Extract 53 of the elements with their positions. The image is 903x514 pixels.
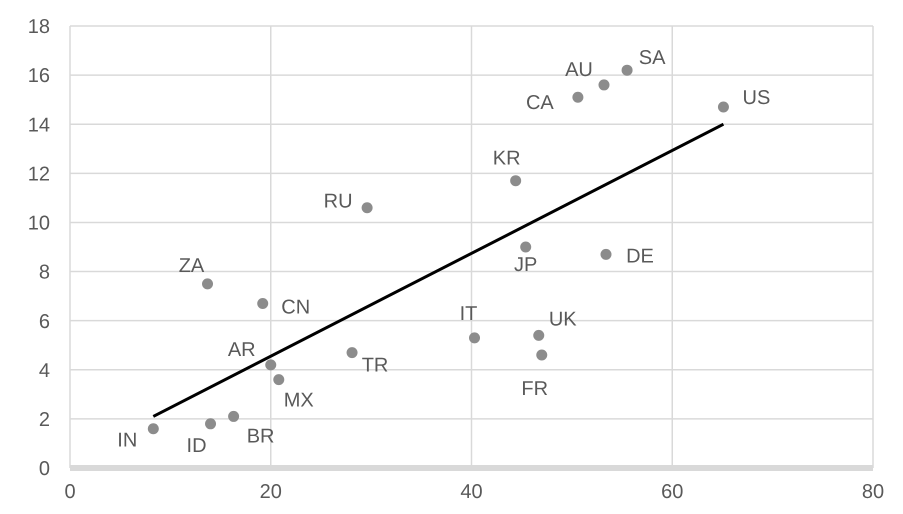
y-tick-label: 18 <box>28 16 50 38</box>
point <box>469 332 480 344</box>
point <box>520 242 532 252</box>
point <box>533 330 544 341</box>
point <box>205 418 216 430</box>
y-tick-label: 12 <box>28 163 50 186</box>
y-tick-label: 14 <box>28 114 50 136</box>
x-tick-label: 80 <box>862 481 884 504</box>
y-tick-label: 16 <box>28 65 50 88</box>
x-tick-label: 40 <box>460 481 483 504</box>
point <box>265 359 276 370</box>
x-tick-label: 0 <box>64 481 76 504</box>
point <box>510 175 522 186</box>
annotation: TR <box>362 354 388 377</box>
annotation: DE <box>626 245 654 268</box>
y-tick-label: 4 <box>38 360 50 382</box>
annotation: ZA <box>178 254 205 277</box>
point <box>148 423 159 434</box>
annotation: JP <box>514 254 538 276</box>
y-tick-label: 6 <box>38 310 50 333</box>
point <box>202 278 214 290</box>
annotation: RU <box>324 190 353 213</box>
x-tick-label: 60 <box>661 481 684 504</box>
point <box>257 298 268 309</box>
point <box>600 248 612 260</box>
annotation: IN <box>117 430 138 452</box>
annotation: BR <box>246 425 275 448</box>
point <box>346 347 358 358</box>
point <box>228 410 240 422</box>
annotation: KR <box>492 148 521 170</box>
point <box>598 79 610 90</box>
annotation: MX <box>284 390 314 412</box>
y-tick-label: 10 <box>28 212 50 235</box>
point <box>536 350 548 361</box>
point <box>572 92 584 103</box>
y-tick-label: 8 <box>38 262 50 284</box>
x-tick-label: 20 <box>260 481 282 504</box>
y-tick-label: 0 <box>38 458 50 480</box>
annotation: FR <box>521 378 548 400</box>
point <box>362 202 373 214</box>
annotation: ID <box>186 434 207 457</box>
annotation: AU <box>565 58 593 81</box>
point <box>718 102 729 113</box>
annotation: SA <box>638 47 666 70</box>
annotation: CN <box>281 296 310 318</box>
annotation: AR <box>228 338 256 361</box>
point <box>273 374 284 386</box>
annotation: IT <box>460 302 478 325</box>
annotation: US <box>742 87 770 110</box>
y-tick-label: 2 <box>38 408 50 431</box>
point <box>622 64 633 76</box>
annotation: UK <box>548 308 578 330</box>
annotation: CA <box>526 92 554 114</box>
